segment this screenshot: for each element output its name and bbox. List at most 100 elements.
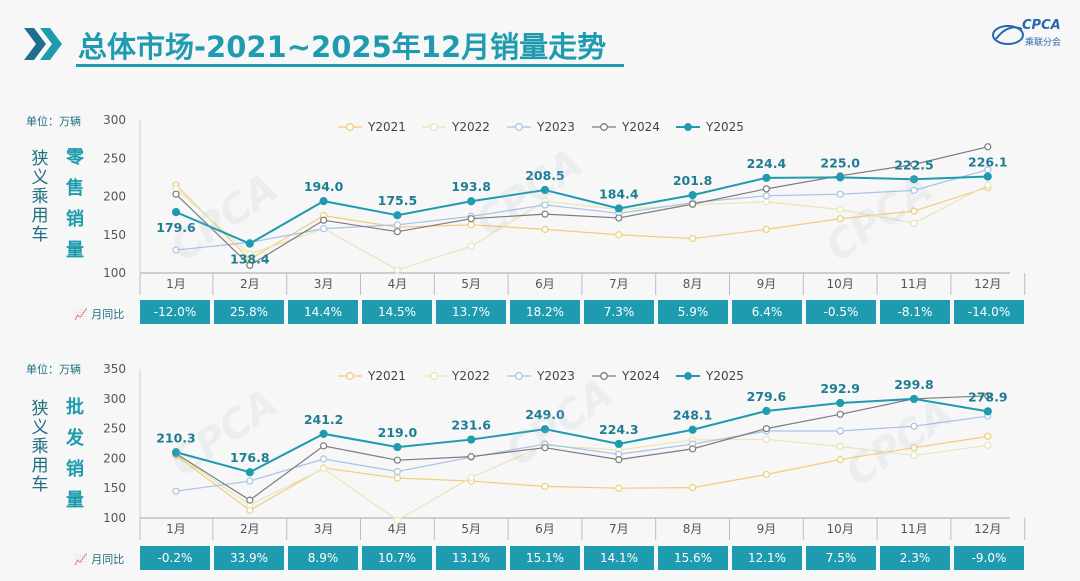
cpca-logo-icon xyxy=(992,25,1024,45)
series-line-Y2023 xyxy=(175,169,988,251)
mom-cell: 13.7% xyxy=(436,300,506,324)
legend-label: Y2022 xyxy=(451,120,490,134)
x-tick-label: 2月 xyxy=(240,522,260,536)
mom-label: 月同比 xyxy=(91,308,125,321)
data-label: 184.4 xyxy=(599,186,639,201)
x-tick-label: 9月 xyxy=(757,277,777,291)
header: 总体市场-2021~2025年12月销量走势 CPCA 乘联分会 xyxy=(0,0,1080,82)
data-point xyxy=(541,201,549,209)
data-point xyxy=(245,239,254,248)
data-label: 193.8 xyxy=(451,179,491,194)
mom-cell: 2.3% xyxy=(880,546,950,570)
data-point xyxy=(688,484,697,492)
data-label: 292.9 xyxy=(820,381,860,396)
data-point xyxy=(615,214,623,222)
data-point xyxy=(910,444,918,452)
data-point xyxy=(319,196,328,206)
mom-cell: 8.9% xyxy=(288,546,358,570)
y-tick-label: 300 xyxy=(103,392,126,406)
data-label: 222.5 xyxy=(894,157,934,172)
data-point xyxy=(688,234,697,243)
data-point xyxy=(615,455,623,464)
data-point xyxy=(984,432,992,440)
x-tick-label: 8月 xyxy=(683,277,703,291)
data-point xyxy=(983,407,992,416)
data-label: 241.2 xyxy=(304,412,344,427)
data-point xyxy=(393,442,402,452)
x-tick-label: 3月 xyxy=(314,277,334,291)
series-line-Y2021 xyxy=(175,184,988,260)
legend-label: Y2024 xyxy=(621,369,660,383)
data-point xyxy=(172,487,180,495)
data-point xyxy=(172,246,180,254)
legend-marker xyxy=(515,372,523,380)
data-point xyxy=(393,456,401,464)
data-point xyxy=(983,172,992,181)
x-tick-label: 5月 xyxy=(461,522,481,536)
series-line-Y2025 xyxy=(175,175,988,245)
data-point xyxy=(393,221,401,229)
metric-label: 零售销量 xyxy=(66,147,84,261)
y-tick-label: 200 xyxy=(103,451,126,465)
data-point xyxy=(910,160,918,168)
x-tick-label: 7月 xyxy=(609,277,629,291)
data-point xyxy=(762,198,771,206)
data-point xyxy=(910,451,918,460)
data-point xyxy=(246,496,254,504)
data-label: 231.6 xyxy=(451,418,491,433)
data-point xyxy=(246,250,254,258)
data-label: 224.4 xyxy=(747,156,787,171)
mom-cell: -0.5% xyxy=(806,300,876,324)
series-line-Y2024 xyxy=(175,395,988,501)
data-point xyxy=(762,192,771,200)
legend-label: Y2022 xyxy=(451,369,490,383)
legend-marker xyxy=(684,372,692,380)
mom-cell: -14.0% xyxy=(954,300,1024,324)
y-tick-label: 250 xyxy=(103,422,126,436)
data-label: 248.1 xyxy=(673,408,713,423)
data-label: 224.3 xyxy=(599,422,639,437)
data-point xyxy=(467,215,475,223)
data-point xyxy=(836,410,844,418)
trend-chart-icon: 📈 xyxy=(74,308,88,321)
data-point xyxy=(762,185,771,193)
mom-cell: 25.8% xyxy=(214,300,284,324)
mom-cell: 13.1% xyxy=(436,546,506,570)
data-point xyxy=(762,424,771,433)
data-point xyxy=(688,425,697,434)
data-point xyxy=(320,455,328,463)
x-tick-label: 10月 xyxy=(827,277,854,291)
mom-cell: 7.5% xyxy=(806,546,876,570)
data-point xyxy=(614,204,623,213)
data-point xyxy=(541,482,549,491)
x-tick-label: 12月 xyxy=(974,522,1001,536)
data-label: 179.6 xyxy=(156,220,196,235)
x-tick-label: 3月 xyxy=(314,522,334,536)
side-label: 狭义乘用车 xyxy=(31,149,49,245)
x-tick-label: 7月 xyxy=(609,522,629,536)
data-label: 225.0 xyxy=(820,155,860,170)
x-tick-label: 8月 xyxy=(683,522,703,536)
data-point xyxy=(615,484,623,492)
data-point xyxy=(393,228,401,236)
series-line-Y2025 xyxy=(175,397,988,474)
page-title: 总体市场-2021~2025年12月销量走势 xyxy=(78,30,607,64)
legend-marker xyxy=(600,123,608,131)
data-label: 138.4 xyxy=(230,252,270,267)
data-point xyxy=(984,181,992,189)
data-point xyxy=(836,398,845,408)
data-point xyxy=(467,435,476,444)
x-tick-label: 1月 xyxy=(166,522,186,536)
data-label: 226.1 xyxy=(968,155,1008,170)
y-tick-label: 200 xyxy=(103,190,126,204)
mom-cell: 5.9% xyxy=(658,300,728,324)
data-point xyxy=(836,442,844,451)
data-label: 279.6 xyxy=(747,389,787,404)
legend-label: Y2024 xyxy=(621,120,660,134)
x-tick-label: 5月 xyxy=(461,277,481,291)
legend-marker xyxy=(600,372,608,380)
data-point xyxy=(320,442,328,450)
legend-marker xyxy=(430,372,438,380)
data-point xyxy=(762,173,771,182)
data-point xyxy=(910,219,918,227)
